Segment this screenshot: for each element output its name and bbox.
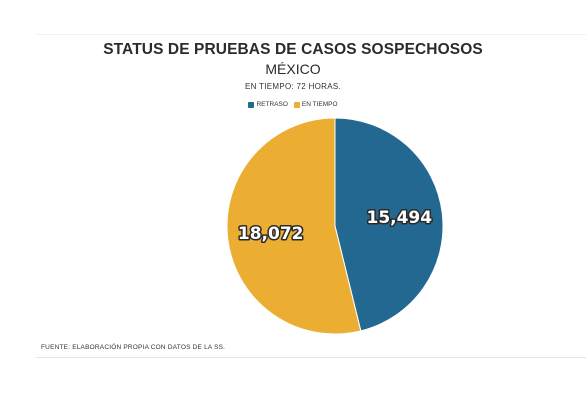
chart-subtitle: MÉXICO bbox=[265, 61, 321, 77]
legend-label-en-tiempo: EN TIEMPO bbox=[301, 101, 338, 108]
pie-slice-retraso bbox=[334, 117, 444, 332]
chart-legend: RETRASO EN TIEMPO bbox=[0, 101, 586, 108]
chart-note: EN TIEMPO: 72 HORAS. bbox=[244, 82, 342, 91]
legend-swatch-en-tiempo bbox=[293, 101, 300, 108]
legend-item-en-tiempo: EN TIEMPO bbox=[293, 101, 338, 108]
pie-slice-en-tiempo bbox=[226, 117, 362, 335]
legend-swatch-retraso bbox=[248, 101, 255, 108]
legend-label-retraso: RETRASO bbox=[256, 101, 288, 108]
data-label-en-tiempo: 18,072 bbox=[238, 224, 304, 244]
data-label-retraso: 15,494 bbox=[366, 208, 432, 228]
legend-item-retraso: RETRASO bbox=[248, 101, 288, 108]
chart-title: STATUS DE PRUEBAS DE CASOS SOSPECHOSOS bbox=[103, 41, 483, 58]
chart-source: FUENTE: ELABORACIÓN PROPIA CON DATOS DE … bbox=[41, 344, 226, 351]
